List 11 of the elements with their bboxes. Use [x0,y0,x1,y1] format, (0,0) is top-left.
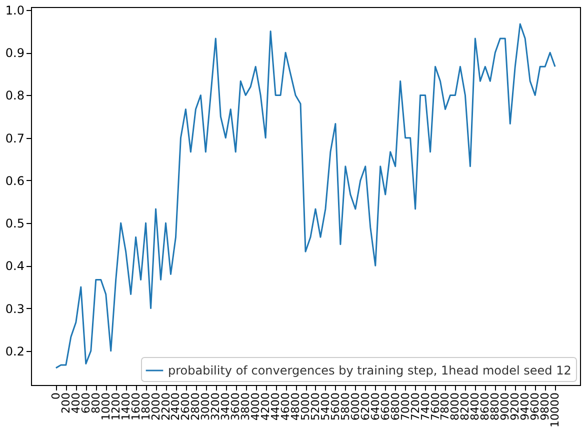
y-tick-label: 0.7 [5,131,24,146]
y-tick-label: 0.6 [5,174,24,188]
y-tick-label: 0.9 [5,46,24,60]
y-tick-label: 1.0 [5,3,24,18]
y-tick-label: 0.4 [5,259,24,274]
y-tick-label: 0.3 [5,302,24,316]
y-tick-label: 0.2 [5,344,24,358]
y-tick-label: 0.8 [5,88,24,103]
y-tick-label: 0.5 [5,216,24,231]
legend-label: probability of convergences by training step, 1head model seed 12 [168,364,572,378]
x-tick-label: 10000 [548,392,562,428]
